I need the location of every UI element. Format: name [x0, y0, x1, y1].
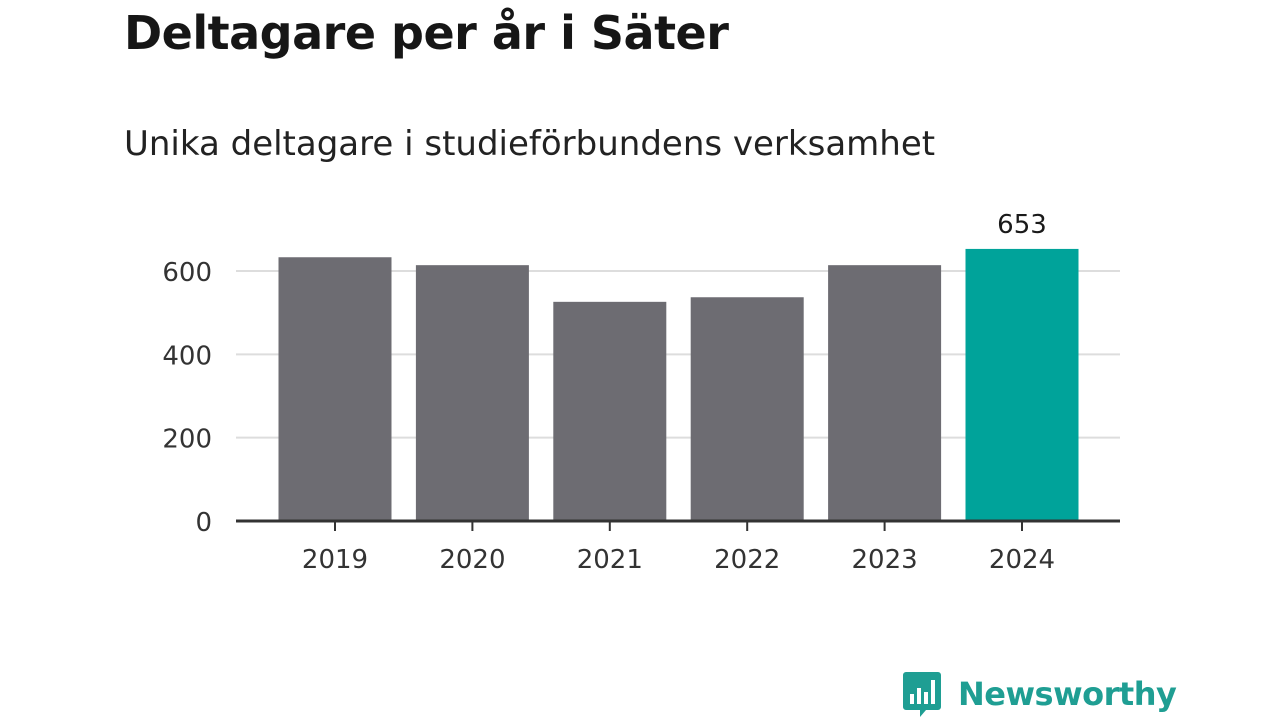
bar	[965, 248, 1079, 521]
chart-title: Deltagare per år i Säter	[124, 6, 729, 60]
bar	[690, 297, 804, 521]
y-tick-label: 0	[195, 508, 212, 538]
data-label: 653	[997, 210, 1047, 240]
bar	[828, 265, 942, 521]
x-tick-label: 2024	[989, 545, 1055, 575]
chart-subtitle: Unika deltagare i studieförbundens verks…	[124, 124, 936, 164]
x-tick-label: 2023	[852, 545, 918, 575]
bar	[415, 265, 529, 521]
newsworthy-logo-text: Newsworthy	[958, 675, 1177, 713]
y-tick-label: 600	[162, 258, 212, 288]
x-tick-label: 2020	[439, 545, 505, 575]
x-tick-label: 2021	[577, 545, 643, 575]
newsworthy-logo: Newsworthy	[902, 670, 1177, 718]
x-tick-label: 2022	[714, 545, 780, 575]
bar	[278, 257, 392, 521]
y-tick-label: 400	[162, 341, 212, 371]
x-tick-label: 2019	[302, 545, 368, 575]
y-tick-label: 200	[162, 425, 212, 455]
bar	[553, 301, 667, 521]
newsworthy-logo-icon	[903, 672, 941, 717]
